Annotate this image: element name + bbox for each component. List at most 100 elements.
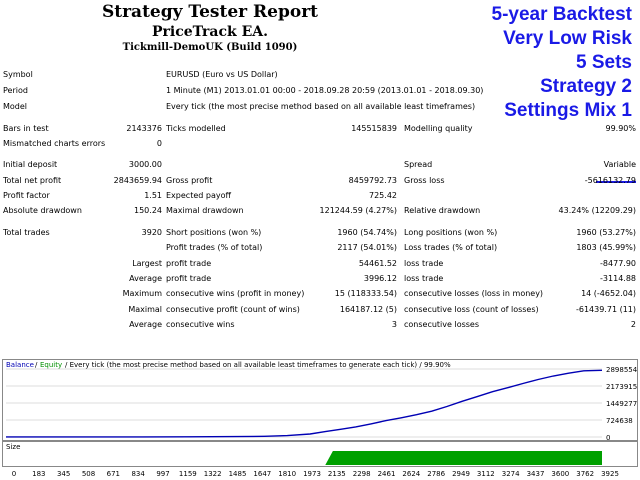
maximal-label: Maximal: [128, 305, 162, 314]
largest-loss-value: -8477.90: [600, 259, 636, 268]
avg-cons-wins-value: 3: [391, 320, 397, 329]
model-value: Every tick (the most precise method base…: [166, 102, 476, 111]
x-tick-label: 3762: [576, 470, 594, 478]
chart-x-ticks: 0 183 345 508 671 834 997 1159 1322 1485 1647 1810 1…: [12, 470, 619, 478]
bars-label: Bars in test: [3, 124, 49, 133]
short-positions-label: Short positions (won %): [166, 228, 262, 237]
abs-drawdown-label: Absolute drawdown: [3, 206, 82, 215]
x-tick-label: 3274: [502, 470, 520, 478]
x-tick-label: 0: [12, 470, 16, 478]
abs-drawdown-value: 150.24: [134, 206, 162, 215]
mismatch-label: Mismatched charts errors: [3, 139, 106, 148]
expected-payoff-label: Expected payoff: [166, 191, 231, 200]
spread-label: Spread: [404, 160, 433, 169]
cons-wins-money-value: 15 (118333.54): [334, 289, 397, 298]
size-label: Size: [6, 443, 20, 451]
largest-loss-trade-label: loss trade: [404, 259, 444, 268]
quality-value: 99.90%: [605, 124, 636, 133]
gross-loss-label: Gross loss: [404, 176, 445, 185]
ea-name: PriceTrack EA.: [151, 24, 268, 40]
overlay-line-1: 5-year Backtest: [491, 4, 632, 25]
volume-area: [325, 451, 602, 465]
loss-trades-label: Loss trades (% of total): [404, 243, 498, 252]
overlay-line-5: Settings Mix 1: [504, 100, 632, 121]
balance-line: [6, 369, 603, 438]
x-tick-label: 1647: [253, 470, 271, 478]
profit-trades-label: Profit trades (% of total): [166, 243, 263, 252]
x-tick-label: 2298: [353, 470, 371, 478]
x-tick-label: 2786: [427, 470, 445, 478]
x-tick-label: 3112: [477, 470, 495, 478]
cons-losses-money-value: 14 (-4652.04): [581, 289, 636, 298]
x-tick-label: 671: [107, 470, 120, 478]
cons-wins-money-label: consecutive wins (profit in money): [166, 289, 305, 298]
x-tick-label: 1810: [278, 470, 296, 478]
cons-losses-money-label: consecutive losses (loss in money): [404, 289, 544, 298]
legend-equity: Equity: [40, 361, 62, 369]
x-tick-label: 3600: [551, 470, 569, 478]
report-title: Strategy Tester Report: [101, 2, 319, 22]
largest-profit-trade-label: profit trade: [166, 259, 212, 268]
cons-profit-count-label: consecutive profit (count of wins): [166, 305, 300, 314]
mismatch-value: 0: [156, 139, 162, 148]
chart-frame: [2, 359, 638, 441]
period-label: Period: [3, 86, 28, 95]
profit-factor-value: 1.51: [144, 191, 162, 200]
short-positions-value: 1960 (54.74%): [337, 228, 397, 237]
y-tick-label: 2898554: [606, 366, 638, 374]
ticks-label: Ticks modelled: [166, 124, 226, 133]
largest-label: Largest: [132, 259, 162, 268]
max-drawdown-label: Maximal drawdown: [166, 206, 244, 215]
quality-label: Modelling quality: [404, 124, 473, 133]
x-tick-label: 1322: [204, 470, 222, 478]
cons-loss-count-label: consecutive loss (count of losses): [404, 305, 539, 314]
balance-chart: Balance / Equity / Every tick (the most …: [2, 359, 638, 441]
x-tick-label: 834: [131, 470, 145, 478]
symbol-label: Symbol: [3, 70, 33, 79]
x-tick-label: 508: [82, 470, 95, 478]
average-cons-label: Average: [129, 320, 162, 329]
symbol-value: EURUSD (Euro vs US Dollar): [166, 70, 278, 79]
total-trades-label: Total trades: [3, 228, 50, 237]
net-profit-label: Total net profit: [3, 176, 62, 185]
x-tick-label: 183: [32, 470, 45, 478]
long-positions-label: Long positions (won %): [404, 228, 498, 237]
average-loss-trade-label: loss trade: [404, 274, 444, 283]
x-tick-label: 2135: [328, 470, 346, 478]
ticks-value: 145515839: [351, 124, 397, 133]
overlay-line-4: Strategy 2: [540, 76, 632, 97]
x-tick-label: 2624: [402, 470, 420, 478]
size-chart: Size 0 183 345 508 671 834 997 1159 1322 1485 1647…: [2, 441, 638, 478]
x-tick-label: 2949: [452, 470, 470, 478]
long-positions-value: 1960 (53.27%): [576, 228, 636, 237]
loss-trades-value: 1803 (45.99%): [576, 243, 636, 252]
x-tick-label: 3925: [601, 470, 619, 478]
x-tick-label: 3437: [527, 470, 545, 478]
gross-profit-value: 8459792.73: [348, 176, 397, 185]
average-loss-value: -3114.88: [600, 274, 636, 283]
profit-trades-value: 2117 (54.01%): [337, 243, 397, 252]
rel-drawdown-value: 43.24% (12209.29): [558, 206, 636, 215]
net-profit-value: 2843659.94: [113, 176, 162, 185]
overlay-line-3: 5 Sets: [576, 52, 632, 73]
avg-cons-losses-value: 2: [630, 320, 636, 329]
average-profit-trade-label: profit trade: [166, 274, 212, 283]
legend-separator: /: [35, 361, 38, 369]
x-tick-label: 345: [57, 470, 70, 478]
server-name: Tickmill-DemoUK (Build 1090): [122, 42, 298, 53]
x-tick-label: 1485: [229, 470, 247, 478]
cons-wins-label: consecutive wins: [166, 320, 235, 329]
largest-profit-value: 54461.52: [358, 259, 397, 268]
maximum-label: Maximum: [122, 289, 162, 298]
period-value: 1 Minute (M1) 2013.01.01 00:00 - 2018.09…: [166, 86, 484, 95]
x-tick-label: 1973: [303, 470, 321, 478]
spread-underline: [596, 181, 636, 183]
average-label: Average: [129, 274, 162, 283]
initial-deposit-value: 3000.00: [128, 160, 162, 169]
expected-payoff-value: 725.42: [369, 191, 397, 200]
legend-description: / Every tick (the most precise method ba…: [65, 361, 451, 369]
cons-loss-count-value: -61439.71 (11): [575, 305, 636, 314]
cons-profit-count-value: 164187.12 (5): [339, 305, 397, 314]
spread-value: Variable: [603, 160, 636, 169]
y-tick-label: 0: [606, 434, 610, 441]
